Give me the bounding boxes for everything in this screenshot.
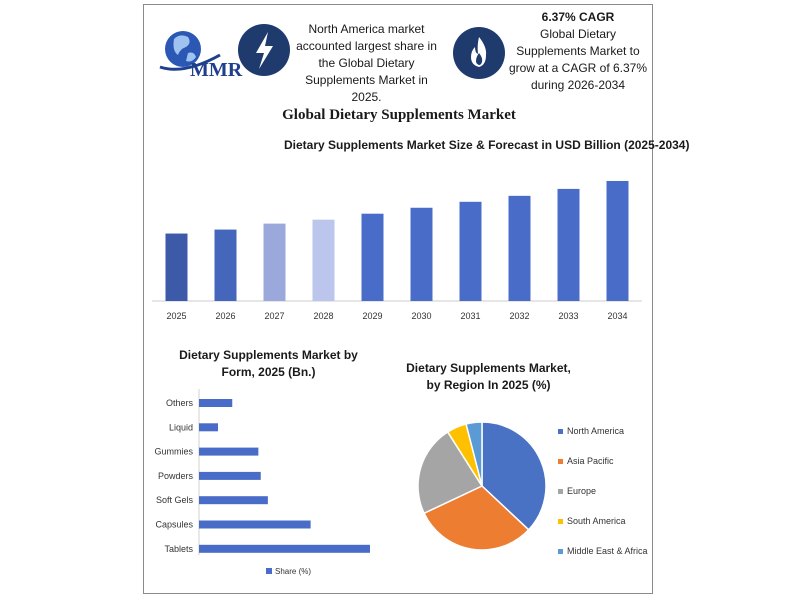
x-tick-2025: 2025 bbox=[166, 311, 186, 321]
form-chart-title: Dietary Supplements Market by Form, 2025… bbox=[179, 348, 358, 379]
forecast-chart-title: Dietary Supplements Market Size & Foreca… bbox=[284, 138, 690, 152]
legend-label-asia-pacific: Asia Pacific bbox=[567, 456, 614, 466]
fact-cagr: 6.37% CAGR Global Dietary Supplements Ma… bbox=[504, 9, 652, 94]
x-tick-2027: 2027 bbox=[264, 311, 284, 321]
bar-others bbox=[199, 399, 233, 407]
region-chart-title: Dietary Supplements Market, by Region In… bbox=[406, 361, 571, 392]
x-tick-2028: 2028 bbox=[313, 311, 333, 321]
logo-text: MMR bbox=[190, 59, 243, 81]
legend-label-north-america: North America bbox=[567, 426, 624, 436]
slice-europe bbox=[417, 430, 484, 515]
x-tick-2026: 2026 bbox=[215, 311, 235, 321]
y-tick-others: Others bbox=[166, 398, 194, 408]
cagr-text: Global Dietary Supplements Market to gro… bbox=[508, 27, 648, 92]
flame-icon bbox=[453, 27, 505, 79]
y-tick-powders: Powders bbox=[158, 471, 194, 481]
bar-2032 bbox=[508, 195, 531, 301]
y-tick-soft-gels: Soft Gels bbox=[156, 495, 194, 505]
slice-north-america bbox=[481, 421, 547, 531]
fact-north-america: North America market accounted largest s… bbox=[296, 22, 437, 104]
infographic-frame: MMR North America market accounted large… bbox=[143, 4, 690, 594]
region-pie-chart: North America Asia Pacific Europe South Ame… bbox=[417, 421, 648, 556]
slice-middle-east-africa bbox=[465, 421, 483, 487]
y-tick-capsules: Capsules bbox=[155, 520, 193, 530]
bar-2026 bbox=[214, 229, 237, 301]
legend-label-south-america: South America bbox=[567, 516, 626, 526]
legend-swatch-4 bbox=[558, 549, 563, 554]
bar-2031 bbox=[459, 201, 482, 301]
lightning-icon bbox=[238, 24, 290, 76]
mmr-logo: MMR bbox=[150, 19, 242, 81]
x-tick-2031: 2031 bbox=[460, 311, 480, 321]
bar-2034 bbox=[606, 180, 629, 301]
forecast-bar-chart: 2025 2026 2027 2028 2029 2030 2031 2032 2033 2034 bbox=[152, 180, 642, 321]
legend-swatch-2 bbox=[558, 489, 563, 494]
legend-label: Share (%) bbox=[275, 567, 311, 576]
bar-tablets bbox=[199, 544, 370, 553]
y-tick-tablets: Tablets bbox=[164, 544, 193, 554]
bar-2030 bbox=[410, 207, 433, 301]
legend-label-middle-east-africa: Middle East & Africa bbox=[567, 546, 648, 556]
x-tick-2033: 2033 bbox=[558, 311, 578, 321]
bar-2029 bbox=[361, 213, 384, 301]
y-tick-liquid: Liquid bbox=[169, 422, 193, 432]
x-tick-2029: 2029 bbox=[362, 311, 382, 321]
legend-label-europe: Europe bbox=[567, 486, 596, 496]
slice-asia-pacific bbox=[423, 485, 530, 551]
bar-soft-gels bbox=[199, 496, 268, 505]
cagr-title: 6.37% CAGR bbox=[541, 10, 615, 24]
legend-swatch bbox=[266, 568, 272, 574]
bar-capsules bbox=[199, 520, 311, 529]
x-tick-2032: 2032 bbox=[509, 311, 529, 321]
bar-2025 bbox=[165, 233, 188, 301]
bar-powders bbox=[199, 471, 261, 480]
form-bar-chart: Others Liquid Gummies Powders Soft Gels Capsu… bbox=[154, 389, 370, 576]
x-tick-2034: 2034 bbox=[607, 311, 627, 321]
y-tick-gummies: Gummies bbox=[154, 447, 193, 457]
bar-2027 bbox=[263, 223, 286, 301]
x-tick-2030: 2030 bbox=[411, 311, 431, 321]
legend-swatch-3 bbox=[558, 519, 563, 524]
legend-swatch-1 bbox=[558, 459, 563, 464]
globe-icon bbox=[159, 31, 221, 71]
legend-swatch-0 bbox=[558, 429, 563, 434]
main-title: Global Dietary Supplements Market bbox=[282, 107, 516, 123]
bar-2033 bbox=[557, 188, 580, 301]
bar-2028 bbox=[312, 219, 335, 301]
bar-liquid bbox=[199, 423, 218, 432]
bar-gummies bbox=[199, 447, 259, 456]
